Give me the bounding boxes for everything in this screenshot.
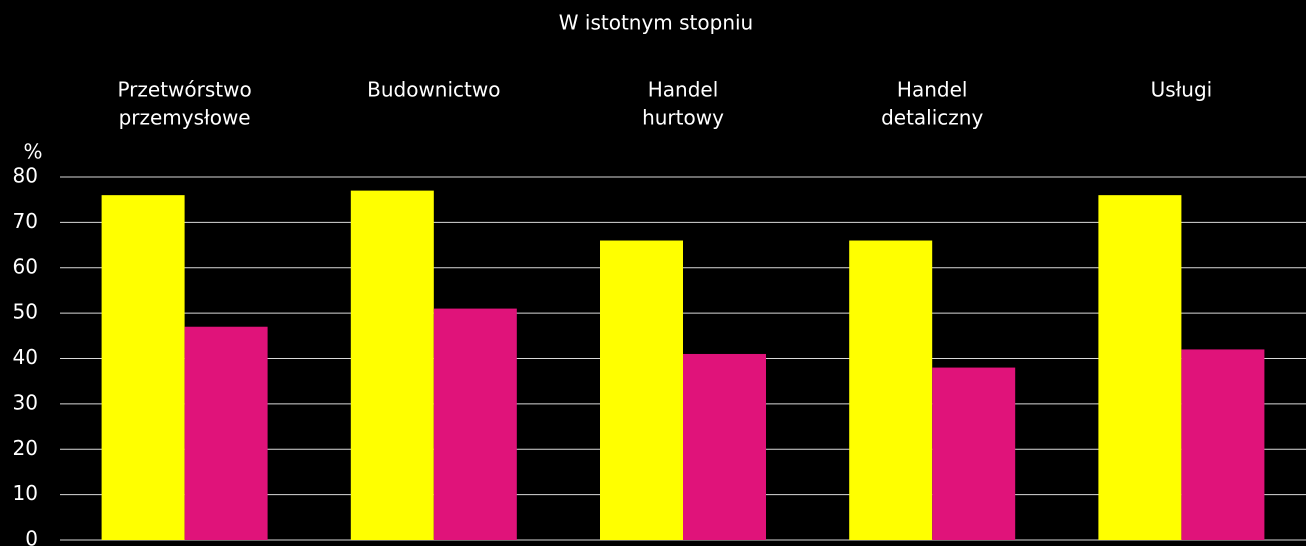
bar [849, 240, 933, 540]
category-label: Przetwórstwo [117, 78, 251, 102]
bar [101, 195, 185, 540]
y-tick-label: 80 [13, 164, 38, 188]
category-label: Handel [897, 78, 968, 102]
y-tick-label: 0 [25, 527, 38, 546]
y-tick-label: 20 [13, 436, 38, 460]
y-tick-label: 30 [13, 390, 38, 414]
y-tick-label: 40 [13, 345, 38, 369]
bar [1098, 195, 1182, 540]
y-tick-label: 60 [13, 254, 38, 278]
bar [184, 326, 268, 540]
bar [433, 308, 517, 540]
y-tick-label: 70 [13, 209, 38, 233]
chart-title: W istotnym stopniu [559, 11, 753, 35]
category-label: detaliczny [881, 106, 983, 130]
bar [683, 353, 766, 540]
y-tick-label: 10 [13, 481, 38, 505]
bar [1181, 349, 1265, 540]
bar [600, 240, 683, 540]
category-label: Usługi [1151, 78, 1213, 102]
category-label: przemysłowe [119, 106, 251, 130]
y-tick-label: 50 [13, 300, 38, 324]
category-label: Handel [648, 78, 719, 102]
bar [350, 190, 434, 541]
category-label: hurtowy [642, 106, 724, 130]
y-axis-label: % [23, 140, 42, 164]
category-label: Budownictwo [367, 78, 500, 102]
bar [932, 367, 1016, 540]
